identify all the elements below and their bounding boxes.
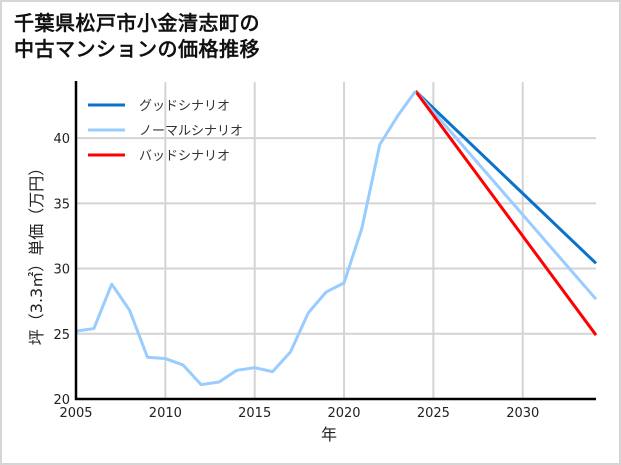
y-tick-label: 30: [53, 263, 70, 278]
scenario-line: [414, 90, 598, 336]
chart-title: 千葉県松戸市小金清志町の 中古マンションの価格推移: [14, 10, 260, 62]
legend-label: グッドシナリオ: [139, 99, 230, 114]
scenario-line: [414, 90, 598, 301]
y-tick-label: 20: [53, 393, 70, 408]
x-tick-label: 2005: [59, 406, 92, 421]
x-axis-label: 年: [321, 425, 337, 444]
x-tick-label: 2025: [417, 406, 450, 421]
y-tick-label: 40: [53, 132, 70, 147]
legend-label: ノーマルシナリオ: [139, 124, 243, 139]
scenario-line: [414, 90, 598, 265]
x-tick-label: 2015: [238, 406, 271, 421]
grid-lines: [76, 82, 596, 399]
legend-label: バッドシナリオ: [139, 149, 230, 164]
historical-line: [75, 90, 417, 387]
y-tick-label: 25: [53, 328, 70, 343]
y-tick-label: 35: [53, 197, 70, 212]
axes: [74, 81, 596, 401]
x-tick-label: 2020: [327, 406, 360, 421]
y-axis-label: 坪（3.3㎡）単価（万円）: [27, 160, 46, 345]
x-tick-label: 2030: [506, 406, 539, 421]
data-lines: [75, 90, 598, 387]
chart-title-line1: 千葉県松戸市小金清志町の: [14, 11, 260, 35]
x-tick-label: 2010: [149, 406, 182, 421]
chart-title-line2: 中古マンションの価格推移: [14, 37, 260, 61]
